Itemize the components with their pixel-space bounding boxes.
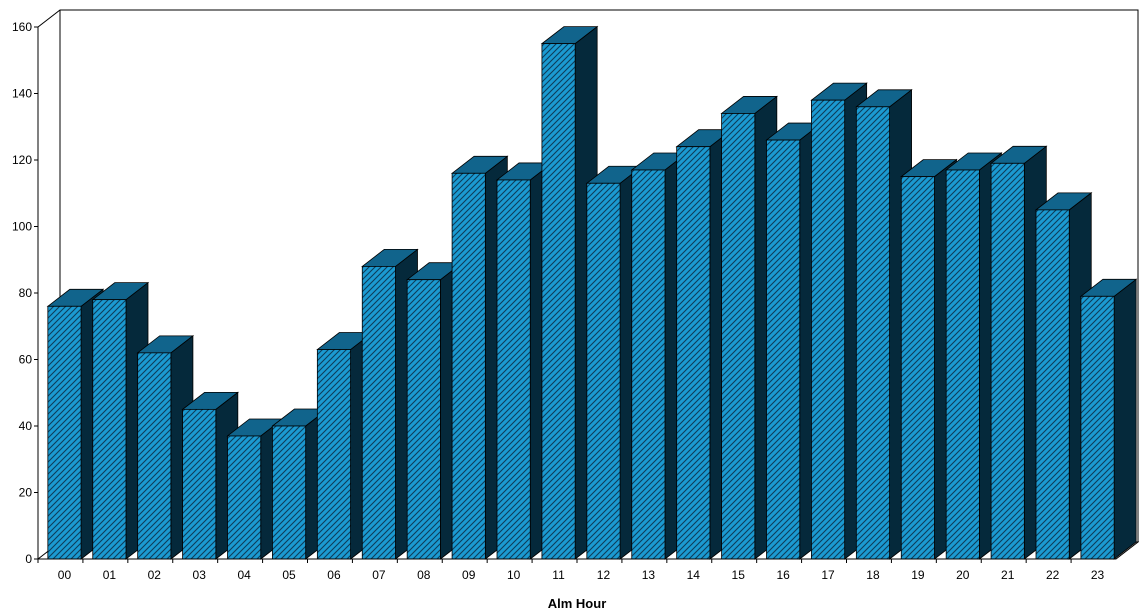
- y-tick-label: 80: [19, 286, 33, 300]
- bar-front: [316, 349, 351, 560]
- bars-group: [46, 25, 1138, 560]
- bar-front: [92, 299, 127, 560]
- y-tick-label: 0: [25, 552, 32, 566]
- y-tick-label: 120: [12, 153, 32, 167]
- bar-front: [811, 99, 846, 560]
- bar-front: [945, 169, 980, 560]
- bar-front: [406, 279, 441, 560]
- x-tick-label: 06: [327, 568, 341, 582]
- bar: [1079, 278, 1138, 560]
- y-axis: 0 20 40 60 80 100 120 140 160: [12, 20, 39, 566]
- bar-front: [1035, 209, 1070, 560]
- x-tick-label: 07: [372, 568, 386, 582]
- bar-front: [451, 172, 486, 560]
- x-tick-label: 01: [103, 568, 117, 582]
- bar: [540, 25, 599, 560]
- bar-front: [47, 305, 82, 560]
- bar-front: [272, 425, 307, 560]
- x-tick-label: 14: [687, 568, 701, 582]
- bar: [406, 261, 464, 560]
- x-tick-label: 00: [58, 568, 72, 582]
- bar-front: [137, 352, 172, 560]
- x-tick-label: 15: [732, 568, 746, 582]
- y-tick-label: 140: [12, 87, 32, 101]
- bar-front: [541, 43, 576, 560]
- back-wall-edge: [37, 9, 1139, 542]
- y-tick-label: 160: [12, 20, 32, 34]
- y-tick-label: 20: [19, 486, 33, 500]
- y-tick-label: 40: [19, 419, 33, 433]
- bar-front: [1080, 295, 1115, 560]
- bar-front: [182, 408, 217, 560]
- x-tick-label: 19: [911, 568, 925, 582]
- x-tick-label: 12: [597, 568, 611, 582]
- bar-front: [676, 146, 711, 560]
- x-tick-label: 13: [642, 568, 656, 582]
- bar-front: [361, 265, 396, 560]
- x-tick-label: 23: [1091, 568, 1105, 582]
- bar-front: [586, 182, 621, 560]
- bar-front: [766, 139, 801, 560]
- x-axis-title: Alm Hour: [548, 596, 607, 611]
- x-axis: 00 01 02 03 04 05 06 07 08 09 10 11 12 13 14 15 16 17 18 19…: [37, 558, 1116, 582]
- x-tick-label: 20: [956, 568, 970, 582]
- bar-front: [721, 113, 756, 560]
- x-tick-label: 21: [1001, 568, 1015, 582]
- x-tick-label: 03: [193, 568, 207, 582]
- bar-front: [631, 169, 666, 560]
- x-tick-label: 22: [1046, 568, 1060, 582]
- x-tick-label: 04: [237, 568, 251, 582]
- bar-front: [855, 106, 890, 560]
- bar-front: [227, 435, 262, 560]
- bar-front: [900, 176, 935, 560]
- x-tick-label: 02: [148, 568, 162, 582]
- x-tick-label: 16: [776, 568, 790, 582]
- bar-front: [496, 179, 531, 560]
- bar-side: [1113, 278, 1137, 560]
- x-tick-label: 17: [821, 568, 835, 582]
- x-tick-label: 08: [417, 568, 431, 582]
- x-tick-label: 05: [282, 568, 296, 582]
- bar-front: [990, 162, 1025, 560]
- y-tick-label: 60: [19, 353, 33, 367]
- y-tick-label: 100: [12, 220, 32, 234]
- x-tick-label: 18: [866, 568, 880, 582]
- x-tick-label: 10: [507, 568, 521, 582]
- x-tick-label: 11: [552, 568, 565, 582]
- x-tick-label: 09: [462, 568, 476, 582]
